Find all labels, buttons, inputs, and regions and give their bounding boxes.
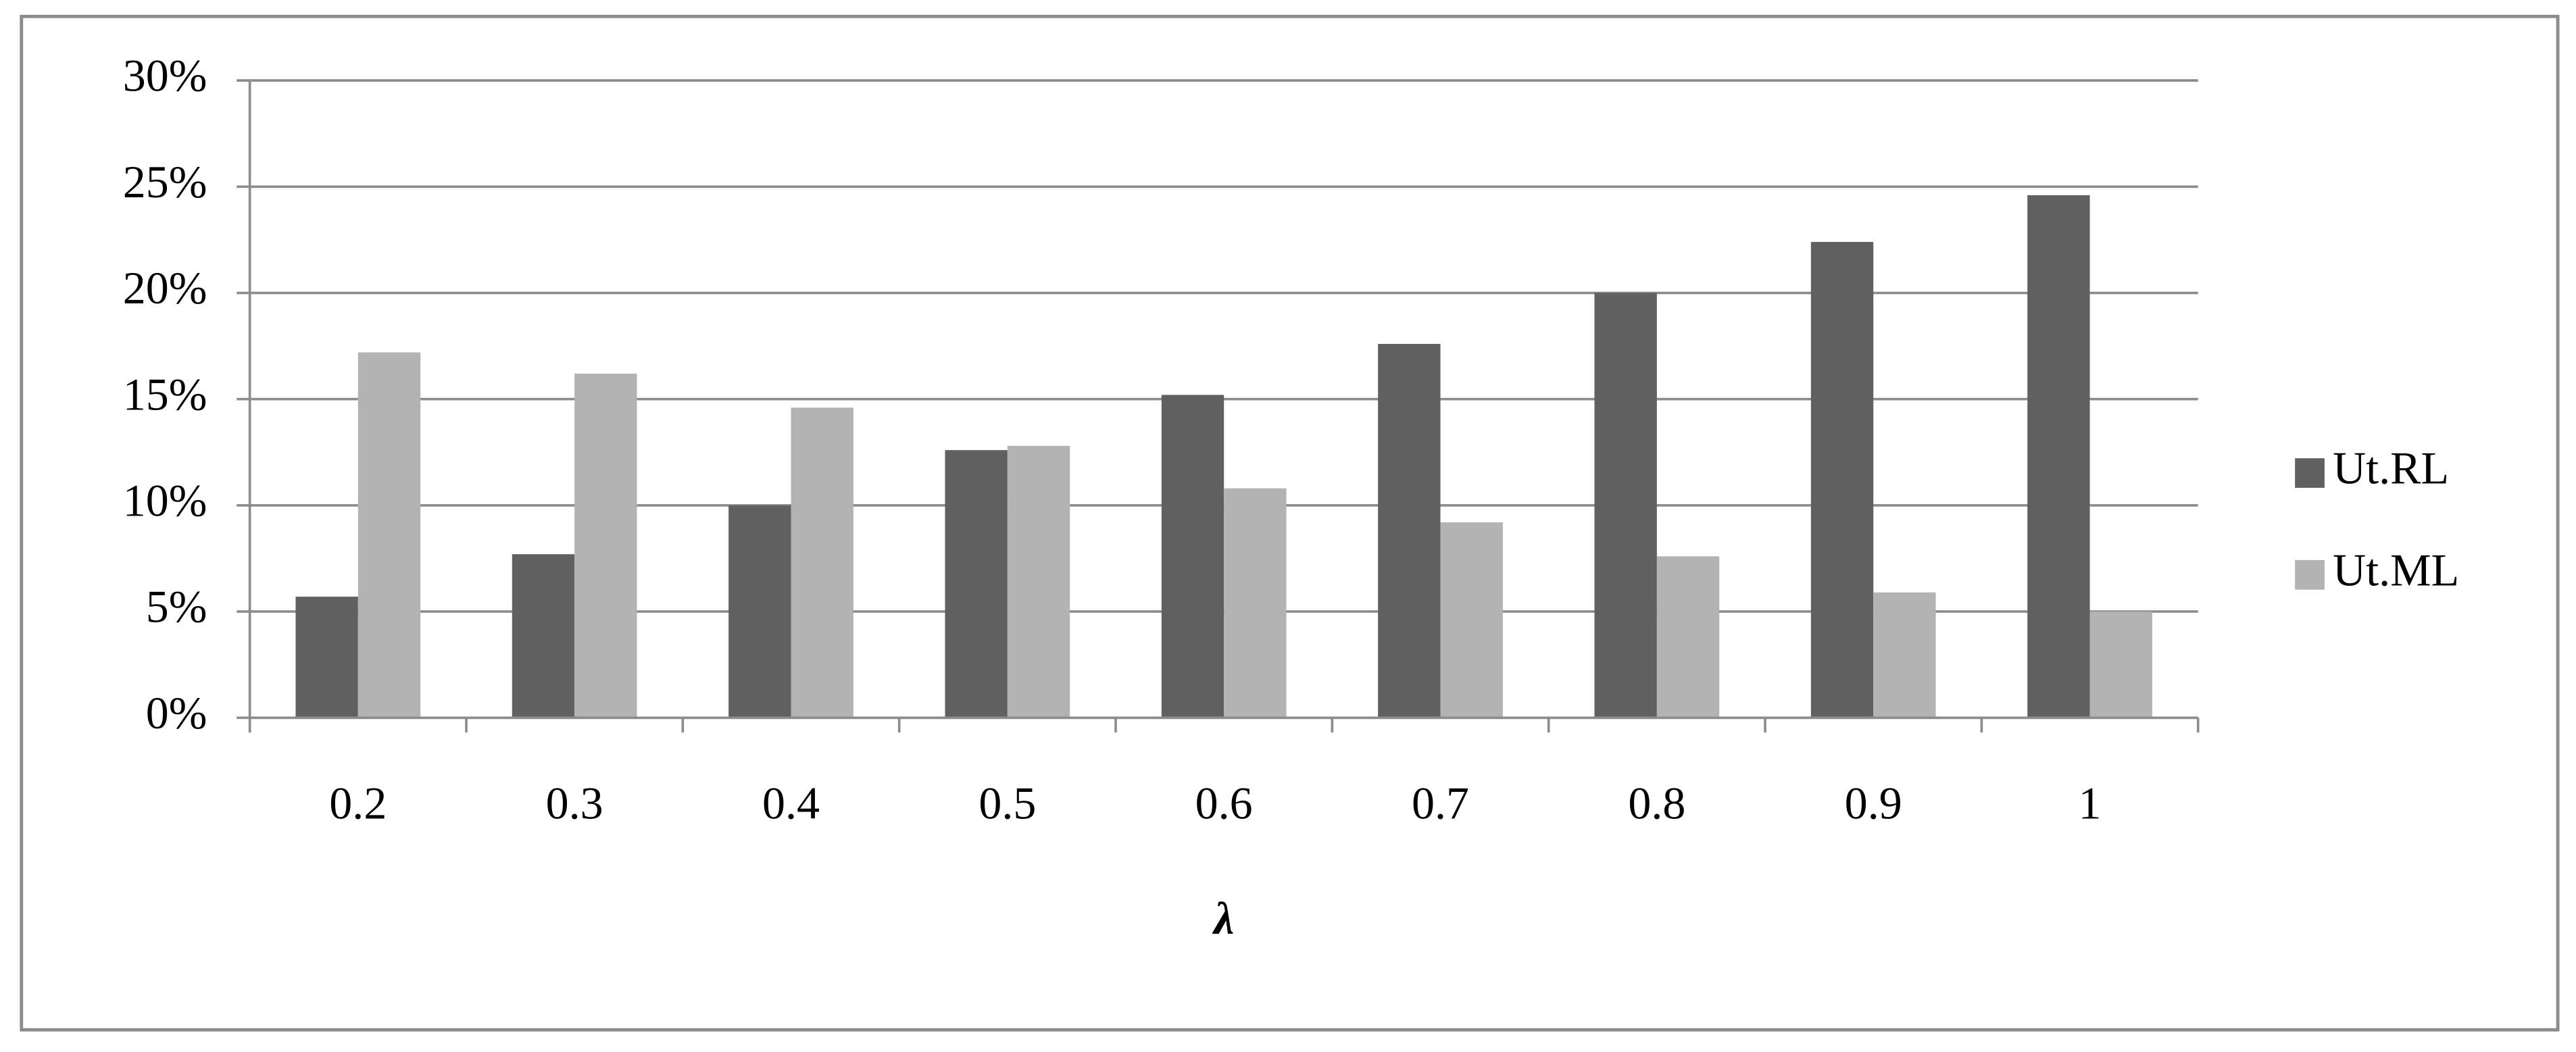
x-tick-label: 0.2 bbox=[329, 778, 387, 829]
bar bbox=[2089, 611, 2152, 718]
legend-label: Ut.ML bbox=[2333, 544, 2459, 595]
y-tick-label: 0% bbox=[146, 687, 207, 738]
bar bbox=[357, 352, 421, 718]
y-tick-label: 30% bbox=[123, 50, 207, 101]
y-tick-label: 20% bbox=[123, 262, 207, 314]
x-axis-title: λ bbox=[1212, 893, 1234, 944]
bar bbox=[1161, 395, 1224, 718]
bar bbox=[1873, 592, 1936, 718]
legend-swatch bbox=[2295, 458, 2325, 488]
bar bbox=[1440, 522, 1503, 718]
x-tick-label: 0.8 bbox=[1628, 778, 1685, 829]
x-tick-label: 0.5 bbox=[979, 778, 1036, 829]
bar bbox=[1378, 343, 1441, 718]
x-tick-label: 1 bbox=[2079, 778, 2102, 829]
bar bbox=[2027, 195, 2090, 718]
bar bbox=[791, 407, 853, 718]
bar bbox=[1224, 488, 1287, 718]
bar bbox=[1594, 293, 1657, 718]
x-tick-label: 0.7 bbox=[1412, 778, 1469, 829]
bar bbox=[295, 597, 358, 718]
bar bbox=[1810, 242, 1874, 718]
y-tick-label: 10% bbox=[123, 475, 207, 526]
legend-label: Ut.RL bbox=[2333, 443, 2449, 494]
bar bbox=[1656, 556, 1720, 718]
chart-border bbox=[20, 14, 2560, 1032]
y-tick-label: 15% bbox=[123, 368, 207, 420]
bar bbox=[1007, 445, 1070, 718]
bar bbox=[512, 554, 575, 718]
x-tick-label: 0.6 bbox=[1195, 778, 1253, 829]
x-tick-label: 0.9 bbox=[1845, 778, 1902, 829]
bar bbox=[728, 505, 791, 718]
y-tick-label: 5% bbox=[146, 581, 207, 632]
bar bbox=[574, 373, 637, 718]
x-tick-label: 0.4 bbox=[762, 778, 820, 829]
y-tick-label: 25% bbox=[123, 156, 207, 207]
bar bbox=[945, 450, 1008, 718]
legend-swatch bbox=[2295, 559, 2325, 590]
x-tick-label: 0.3 bbox=[546, 778, 603, 829]
